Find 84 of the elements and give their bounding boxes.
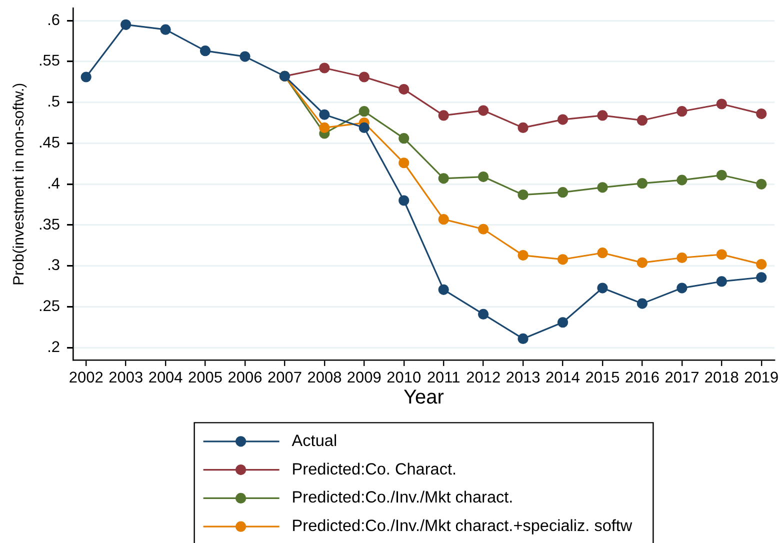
x-tick-label: 2005: [188, 370, 223, 387]
x-tick-label: 2013: [506, 370, 540, 387]
point: [597, 248, 608, 258]
point: [518, 189, 528, 200]
point: [676, 282, 688, 294]
point: [756, 272, 767, 283]
legend-label: Predicted:Co. Charact.: [292, 460, 457, 478]
point: [676, 174, 688, 186]
point: [358, 122, 370, 134]
point: [478, 171, 489, 182]
point: [716, 170, 727, 180]
point: [716, 249, 727, 260]
x-tick-label: 2019: [744, 370, 779, 387]
legend-label: Predicted:Co./Inv./Mkt charact.+specializ. softw: [292, 517, 632, 536]
point: [478, 224, 489, 234]
point: [438, 214, 449, 225]
point: [518, 250, 528, 261]
x-tick-label: 2009: [346, 370, 382, 387]
point: [200, 46, 211, 56]
x-axis-title: Year: [404, 386, 444, 409]
x-tick-label: 2014: [546, 370, 580, 387]
point: [716, 98, 727, 110]
point: [478, 105, 489, 116]
y-tick-label: .25: [38, 298, 60, 316]
point: [358, 72, 370, 82]
point: [756, 259, 767, 270]
x-tick-label: 2011: [426, 370, 460, 387]
y-tick-label: .45: [38, 134, 60, 152]
x-tick-label: 2018: [704, 370, 739, 387]
y-tick-label: .55: [38, 52, 60, 70]
y-tick-label: .2: [47, 339, 60, 356]
point: [438, 173, 449, 184]
point: [557, 114, 568, 125]
point: [80, 72, 92, 82]
point: [319, 122, 330, 134]
legend-label: Actual: [292, 432, 338, 450]
point: [557, 187, 568, 198]
point: [557, 254, 568, 265]
x-tick-label: 2015: [585, 370, 620, 387]
point: [716, 276, 727, 287]
y-tick-label: .35: [38, 216, 60, 234]
point: [676, 252, 688, 264]
point: [240, 51, 250, 62]
x-tick-label: 2004: [148, 370, 184, 387]
point: [319, 109, 330, 120]
point: [756, 108, 767, 120]
point: [398, 84, 410, 95]
point: [636, 178, 648, 189]
legend-label: Predicted:Co./Inv./Mkt charact.: [292, 488, 514, 507]
x-tick-label: 2017: [664, 370, 700, 387]
x-tick-label: 2016: [624, 370, 660, 387]
point: [160, 24, 171, 35]
point: [636, 257, 648, 268]
point: [358, 106, 370, 117]
point: [398, 195, 410, 206]
x-tick-label: 2007: [267, 370, 302, 387]
point: [557, 317, 568, 328]
point: [398, 133, 410, 144]
y-tick-label: .3: [47, 257, 60, 274]
x-tick-label: 2002: [68, 370, 104, 387]
y-tick-label: .4: [47, 175, 60, 192]
x-tick-label: 2006: [228, 370, 262, 387]
point: [120, 19, 132, 30]
point: [676, 106, 688, 117]
x-tick-label: 2003: [108, 370, 144, 387]
point: [398, 158, 410, 168]
point: [438, 110, 449, 121]
point: [636, 115, 648, 126]
point: [597, 282, 608, 294]
point: [636, 298, 648, 309]
point: [756, 178, 767, 190]
point: [518, 333, 528, 344]
y-tick-label: .5: [47, 94, 60, 111]
y-axis-title: Prob(investment in non-softw.): [10, 82, 28, 286]
point: [438, 284, 449, 295]
x-tick-label: 2010: [386, 370, 422, 387]
x-tick-label: 2012: [466, 370, 501, 387]
point: [597, 110, 608, 121]
y-tick-label: .6: [47, 12, 60, 29]
x-tick-label: 2008: [307, 370, 342, 387]
point: [597, 182, 608, 193]
point: [319, 62, 330, 74]
point: [518, 122, 528, 134]
point: [478, 308, 489, 320]
